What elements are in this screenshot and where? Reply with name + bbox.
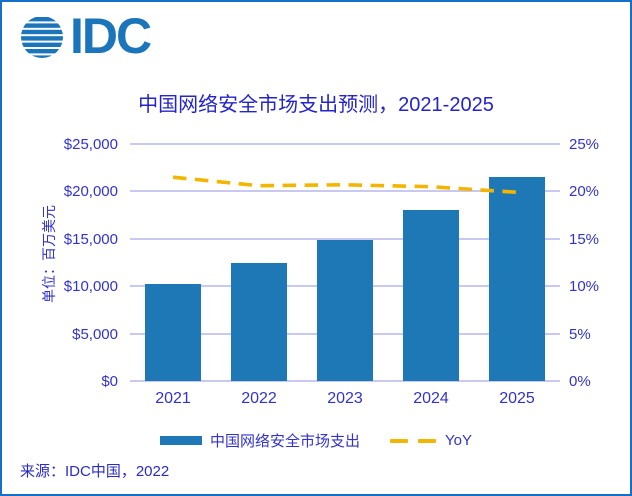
bar-2023 bbox=[317, 239, 373, 381]
legend-bar-swatch-icon bbox=[160, 436, 202, 445]
x-tick-label: 2022 bbox=[241, 390, 277, 407]
x-tick-label: 2025 bbox=[499, 390, 535, 407]
y-tick-label-left: $15,000 bbox=[63, 230, 118, 248]
y-tick-label-left: $10,000 bbox=[63, 278, 118, 296]
bar-2025 bbox=[489, 177, 545, 381]
gridline bbox=[130, 143, 560, 145]
legend-label-spending: 中国网络安全市场支出 bbox=[210, 433, 361, 450]
y-tick-label-left: $5,000 bbox=[72, 325, 118, 343]
yoy-line bbox=[172, 175, 518, 195]
y-tick-label-right: 5% bbox=[569, 325, 591, 343]
bar-2024 bbox=[403, 210, 459, 381]
idc-logo-text: IDC bbox=[70, 8, 152, 64]
legend-dash-swatch-icon bbox=[390, 438, 437, 443]
gridline bbox=[130, 190, 560, 193]
bar-2022 bbox=[231, 263, 287, 381]
y-tick-label-right: 10% bbox=[569, 278, 600, 296]
y-tick-label-left: $25,000 bbox=[63, 136, 118, 153]
gridline bbox=[130, 237, 560, 240]
x-tick-label: 2023 bbox=[327, 390, 363, 407]
y-tick-label-left: $0 bbox=[101, 373, 118, 390]
gridline bbox=[130, 380, 560, 382]
striped-globe-icon bbox=[21, 17, 63, 58]
plot-area bbox=[130, 143, 560, 382]
bar-2021 bbox=[145, 284, 201, 381]
y-tick-label-right: 0% bbox=[569, 373, 591, 390]
legend: 中国网络安全市场支出 YoY bbox=[2, 430, 630, 451]
x-tick-label: 2021 bbox=[155, 390, 191, 407]
legend-label-yoy: YoY bbox=[445, 432, 472, 449]
y-tick-label-right: 25% bbox=[569, 136, 600, 153]
y-tick-label-right: 15% bbox=[569, 230, 600, 248]
chart-title: 中国网络安全市场支出预测，2021-2025 bbox=[138, 94, 494, 116]
y-tick-label-left: $20,000 bbox=[63, 183, 118, 201]
source-note: 来源：IDC中国，2022 bbox=[20, 463, 170, 480]
y-tick-label-right: 20% bbox=[569, 183, 600, 201]
x-tick-label: 2024 bbox=[413, 390, 449, 407]
idc-logo: IDC bbox=[20, 8, 152, 64]
